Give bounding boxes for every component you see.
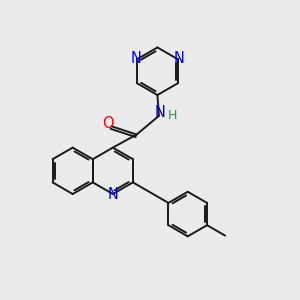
- Text: N: N: [131, 51, 142, 66]
- Text: N: N: [155, 105, 166, 120]
- Text: N: N: [173, 51, 184, 66]
- Text: H: H: [168, 109, 177, 122]
- Text: O: O: [102, 116, 114, 131]
- Text: N: N: [107, 187, 118, 202]
